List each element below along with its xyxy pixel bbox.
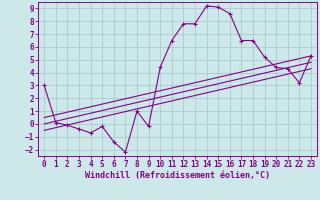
X-axis label: Windchill (Refroidissement éolien,°C): Windchill (Refroidissement éolien,°C) xyxy=(85,171,270,180)
